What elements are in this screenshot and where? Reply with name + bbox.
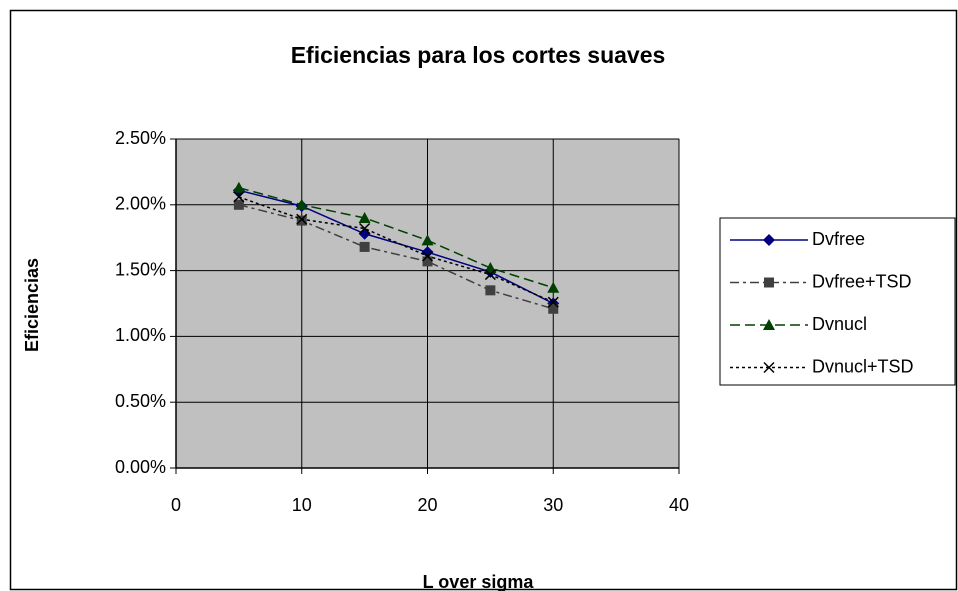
x-tick-label: 40 <box>669 495 689 515</box>
chart-title: Eficiencias para los cortes suaves <box>291 42 666 68</box>
marker <box>421 234 434 246</box>
x-tick-label: 30 <box>543 495 563 515</box>
marker <box>422 256 433 267</box>
marker <box>359 222 371 235</box>
x-tick-label: 0 <box>171 495 181 515</box>
legend-marker <box>764 277 774 288</box>
y-tick-label: 2.50% <box>115 128 166 148</box>
marker <box>548 303 559 314</box>
legend-marker <box>763 234 775 246</box>
marker <box>232 181 245 193</box>
y-tick-label: 0.00% <box>115 457 166 477</box>
marker <box>484 269 496 281</box>
x-axis-label: L over sigma <box>423 572 535 591</box>
marker <box>485 285 496 296</box>
series-line <box>238 204 554 310</box>
marker <box>421 246 434 259</box>
legend-box <box>719 217 956 386</box>
marker <box>296 213 308 225</box>
y-tick-label: 1.50% <box>115 259 166 279</box>
series-line <box>238 186 554 289</box>
marker <box>359 241 370 252</box>
series-line <box>238 196 554 303</box>
legend-label: Dvnucl <box>812 314 867 334</box>
legend-label: Dvfree+TSD <box>812 271 912 291</box>
marker <box>421 250 434 262</box>
legend-label: Dvnucl+TSD <box>812 356 914 376</box>
marker <box>484 261 497 273</box>
marker <box>233 191 245 203</box>
marker <box>296 215 307 226</box>
legend-label: Dvfree <box>812 229 865 249</box>
marker <box>547 281 560 293</box>
y-tick-label: 0.50% <box>115 391 166 411</box>
marker <box>547 296 559 308</box>
x-tick-label: 20 <box>417 495 437 515</box>
x-tick-label: 10 <box>292 495 312 515</box>
legend-marker <box>763 361 775 374</box>
y-axis-label: Eficiencias <box>22 258 42 352</box>
legend-marker <box>763 319 775 330</box>
marker <box>295 198 308 210</box>
marker <box>233 199 244 210</box>
y-tick-label: 2.00% <box>115 194 166 214</box>
y-tick-label: 1.00% <box>115 325 166 345</box>
marker <box>358 211 371 223</box>
